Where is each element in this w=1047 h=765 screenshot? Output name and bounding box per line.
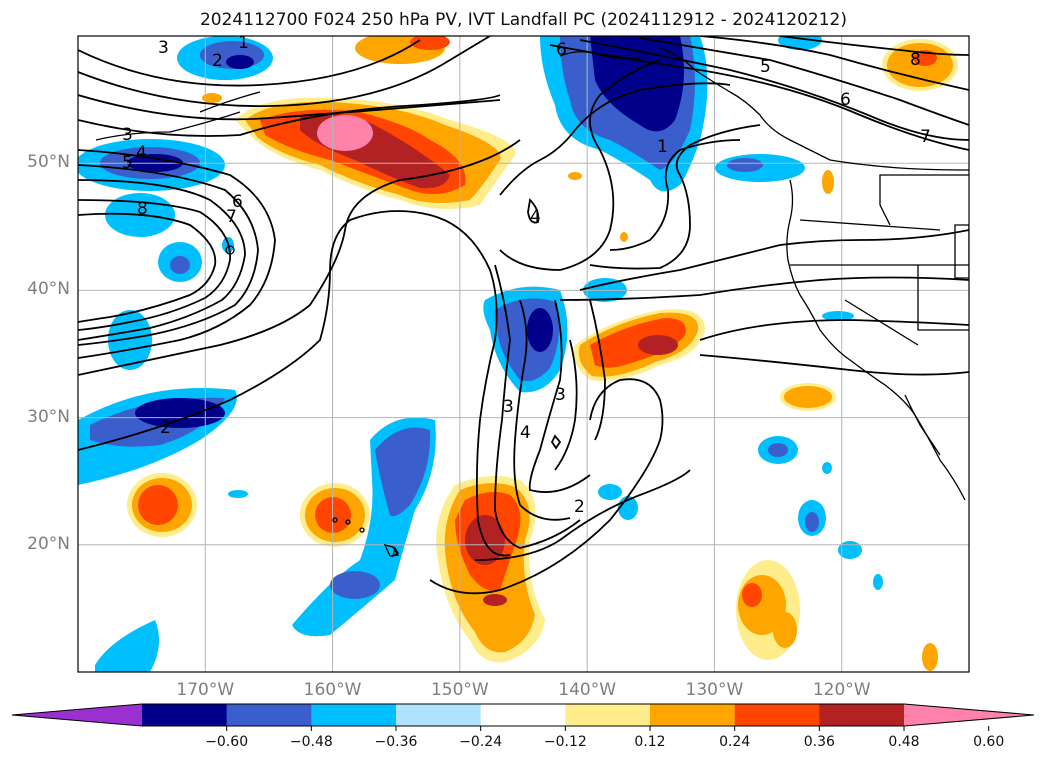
colorbar-segment — [142, 704, 228, 726]
figure-title: 2024112700 F024 250 hPa PV, IVT Landfall… — [199, 10, 847, 30]
contour-label: 8 — [910, 50, 921, 70]
coastlines — [95, 47, 969, 558]
colorbar-tick-label: 0.36 — [803, 734, 835, 750]
longitude-label: 160°W — [303, 680, 362, 700]
contour-label: 1 — [238, 33, 249, 53]
colorbar-extend-min — [12, 704, 142, 726]
contour-label: 7 — [920, 127, 931, 147]
colorbar-tick-label: −0.24 — [459, 734, 503, 750]
contour-label: 6 — [232, 192, 243, 212]
longitude-label: 140°W — [558, 680, 617, 700]
contour-label: 5 — [122, 153, 133, 173]
contour-label: 1 — [657, 137, 668, 157]
contour-label: 4 — [136, 143, 147, 163]
colorbar-segment — [311, 704, 397, 726]
colorbar-tick-label: 0.12 — [634, 734, 666, 750]
contour-label: 3 — [158, 38, 169, 58]
colorbar — [11, 703, 1035, 731]
colorbar-tick-label: −0.12 — [543, 734, 587, 750]
colorbar-extend-max — [904, 704, 1034, 726]
contour-label: 4 — [520, 423, 531, 443]
contour-label: 5 — [760, 57, 771, 77]
longitude-label: 170°W — [176, 680, 235, 700]
latitude-label: 50°N — [27, 152, 70, 173]
longitude-label: 150°W — [430, 680, 489, 700]
contour-label: 2 — [160, 418, 171, 438]
contour-labels: 3 2 1 3 4 5 8 6 7 4 3 4 3 2 6 5 6 7 1 8 … — [122, 33, 931, 517]
colorbar-segment — [819, 704, 905, 726]
contour-label: 6 — [840, 90, 851, 110]
colorbar-tick-label: −0.60 — [205, 734, 249, 750]
colorbar-tick-label: −0.36 — [374, 734, 418, 750]
contour-label: 6 — [556, 40, 567, 60]
colorbar-segment — [650, 704, 736, 726]
contour-label: 7 — [226, 207, 237, 227]
latitude-label: 40°N — [27, 279, 70, 300]
contour-label: 3 — [122, 125, 133, 145]
contour-label: 2 — [212, 51, 223, 71]
colorbar-segment — [565, 704, 651, 726]
contour-label: 2 — [574, 497, 585, 517]
contour-lines — [78, 36, 969, 595]
contour-label: 4 — [530, 207, 541, 227]
colorbar-tick-label: 0.60 — [973, 734, 1005, 750]
colorbar-tick-label: 0.24 — [719, 734, 751, 750]
pv-shading — [78, 36, 958, 672]
colorbar-segment — [734, 704, 820, 726]
colorbar-tick-label: 0.48 — [888, 734, 920, 750]
map-frame — [77, 35, 970, 673]
contour-label: 8 — [137, 199, 148, 219]
latitude-label: 20°N — [27, 533, 70, 554]
longitude-label: 130°W — [685, 680, 744, 700]
colorbar-tick-label: −0.48 — [289, 734, 333, 750]
contour-label: 3 — [555, 385, 566, 405]
colorbar-segment — [226, 704, 312, 726]
colorbar-segment — [396, 704, 482, 726]
contour-label: 3 — [503, 397, 514, 417]
latitude-label: 30°N — [27, 406, 70, 427]
colorbar-segment — [480, 704, 566, 726]
longitude-label: 120°W — [812, 680, 871, 700]
colorbar-outline — [11, 703, 1035, 727]
